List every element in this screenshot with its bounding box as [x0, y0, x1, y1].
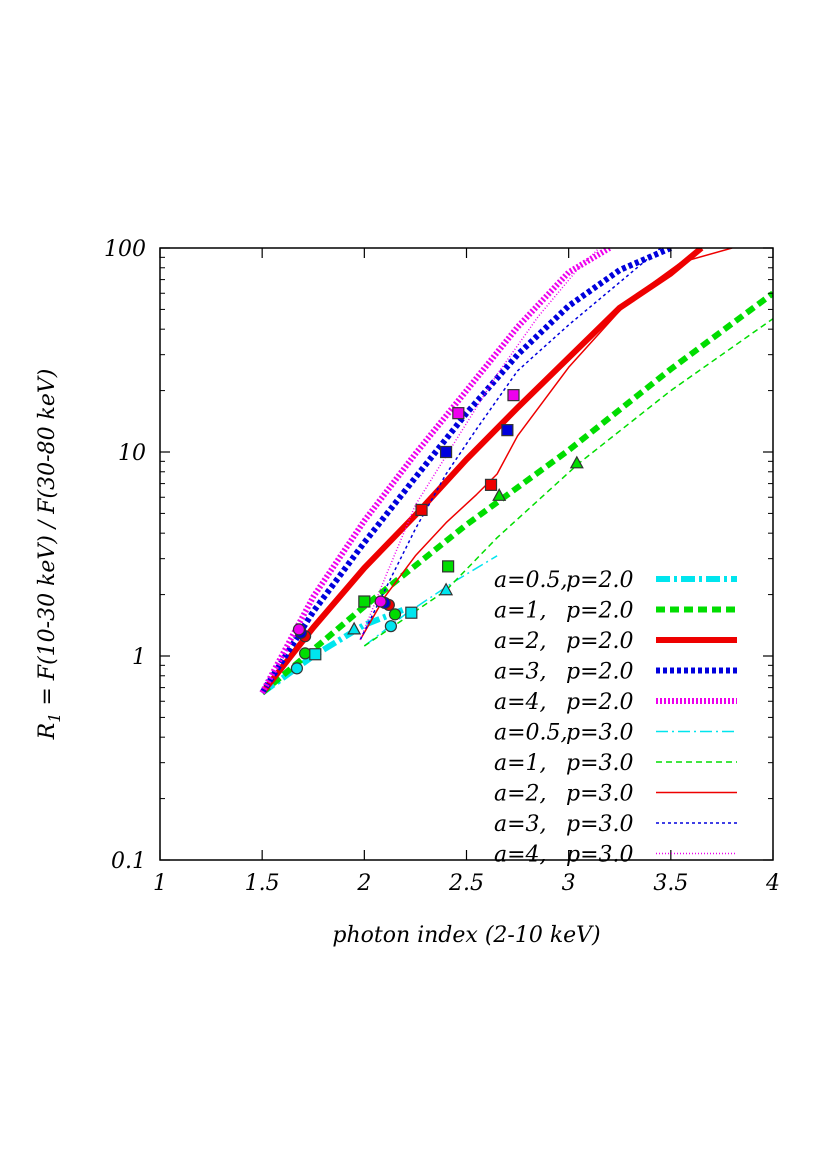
data-marker-square: [442, 560, 455, 573]
legend-label-a: a=3,: [494, 660, 547, 685]
series-layer: [259, 248, 773, 696]
series-line-7: [363, 318, 773, 647]
y-tick-label: 0.1: [111, 849, 146, 874]
legend-label-a: a=4,: [494, 690, 547, 715]
legend-label-p: p=3.0: [566, 843, 634, 868]
y-tick-label: 100: [104, 237, 146, 262]
legend-label-p: p=3.0: [566, 782, 634, 807]
y-tick-label: 1: [132, 645, 146, 670]
y-axis-title: R1 = F(10-30 keV) / F(30-80 keV): [35, 369, 64, 741]
x-axis-title: photon index (2-10 keV): [332, 923, 600, 948]
legend-label-p: p=2.0: [566, 629, 634, 654]
x-tick-label: 2: [356, 871, 371, 896]
data-marker-square: [484, 478, 498, 491]
series-line-8: [359, 248, 733, 641]
x-tick-label: 4: [765, 871, 780, 896]
legend-label-a: a=0.5,: [494, 721, 568, 746]
legend-label-p: p=2.0: [566, 690, 634, 715]
y-axis-title-rest: = F(10-30 keV) / F(30-80 keV): [35, 369, 60, 713]
legend-label-a: a=2,: [494, 782, 547, 807]
x-tick-label: 3: [562, 871, 576, 896]
marker-layer: [290, 389, 584, 675]
data-marker-square: [501, 424, 514, 437]
legend-label-a: a=4,: [494, 843, 547, 868]
y-tick-label: 10: [118, 441, 146, 466]
legend-label-p: p=2.0: [566, 599, 634, 624]
x-tick-label: 3.5: [653, 871, 688, 896]
data-marker-square: [415, 503, 428, 517]
legend-label-a: a=3,: [494, 812, 547, 837]
series-line-4: [259, 248, 672, 695]
data-marker-square: [439, 445, 453, 459]
data-marker-circle: [388, 608, 402, 621]
legend-label-a: a=2,: [494, 629, 547, 654]
data-marker-square: [405, 606, 418, 619]
legend-label-p: p=3.0: [566, 812, 634, 837]
tick-layer: 1 1.5 2 2.5 3 3.5 4 0.1 1 10 100: [104, 237, 780, 896]
data-marker-triangle: [569, 455, 584, 469]
y-axis-title-subscript: 1: [45, 713, 64, 723]
legend-label-p: p=3.0: [566, 751, 634, 776]
data-marker-square: [507, 389, 520, 402]
data-marker-triangle: [347, 621, 362, 635]
data-marker-square: [309, 648, 322, 661]
series-line-2: [260, 290, 773, 696]
data-marker-triangle: [492, 488, 507, 501]
legend: a=0.5,p=2.0a=1, p=2.0a=2, p=2.0a=3, p=2.0a=…: [494, 568, 737, 868]
data-marker-triangle: [439, 582, 454, 596]
data-marker-square: [452, 407, 465, 420]
x-tick-label: 1: [153, 871, 167, 896]
y-axis-title-main: R: [35, 723, 60, 741]
series-line-6: [363, 555, 498, 647]
data-marker-square: [358, 595, 371, 608]
legend-label-p: p=3.0: [566, 721, 634, 746]
legend-label-a: a=1,: [494, 751, 547, 776]
series-line-9: [359, 248, 662, 641]
series-line-5: [259, 248, 612, 695]
data-marker-circle: [290, 662, 304, 675]
series-line-10: [359, 248, 600, 641]
x-tick-label: 2.5: [448, 871, 484, 896]
legend-label-a: a=0.5,: [494, 568, 568, 593]
data-marker-circle: [374, 595, 387, 608]
x-tick-label: 1.5: [245, 871, 280, 896]
legend-label-p: p=2.0: [566, 568, 634, 593]
data-marker-circle: [384, 620, 397, 633]
legend-label-a: a=1,: [494, 599, 547, 624]
data-marker-circle: [298, 647, 312, 660]
series-line-3: [259, 248, 704, 695]
data-marker-circle: [292, 623, 306, 636]
legend-label-p: p=2.0: [566, 660, 634, 685]
